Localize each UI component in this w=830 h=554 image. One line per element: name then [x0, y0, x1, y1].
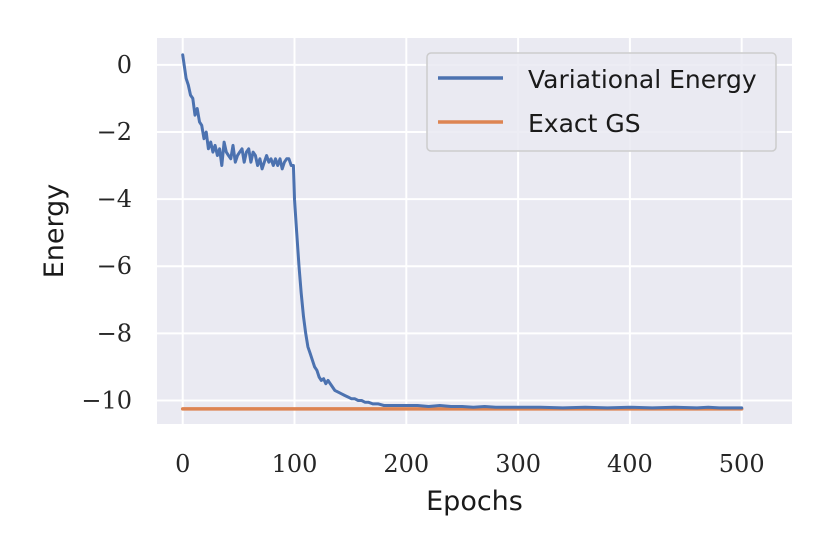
x-axis-label: Epochs — [426, 486, 523, 517]
y-tick-label: −10 — [81, 387, 132, 415]
legend-box — [426, 52, 777, 152]
x-tick-label: 200 — [383, 450, 429, 478]
y-tick-label: −4 — [97, 185, 132, 213]
y-tick-label: −6 — [97, 252, 132, 280]
y-tick-label: −8 — [97, 319, 132, 347]
x-tick-label: 0 — [175, 450, 190, 478]
y-tick-label: −2 — [97, 118, 132, 146]
y-axis-ticks: 0 −2 −4 −6 −8 −10 — [81, 51, 132, 415]
x-axis-ticks: 0 100 200 300 400 500 — [175, 450, 765, 478]
x-tick-label: 300 — [495, 450, 541, 478]
legend-label-variational-energy: Variational Energy — [528, 65, 757, 94]
x-tick-label: 500 — [719, 450, 765, 478]
y-tick-label: 0 — [117, 51, 132, 79]
y-axis-label: Energy — [39, 184, 70, 279]
legend-label-exact-gs: Exact GS — [528, 109, 641, 138]
series-line-variational-energy — [181, 53, 744, 410]
x-tick-label: 400 — [607, 450, 653, 478]
data-lines — [180, 53, 744, 411]
legend: Variational Energy Exact GS — [426, 52, 777, 152]
x-tick-label: 100 — [272, 450, 318, 478]
